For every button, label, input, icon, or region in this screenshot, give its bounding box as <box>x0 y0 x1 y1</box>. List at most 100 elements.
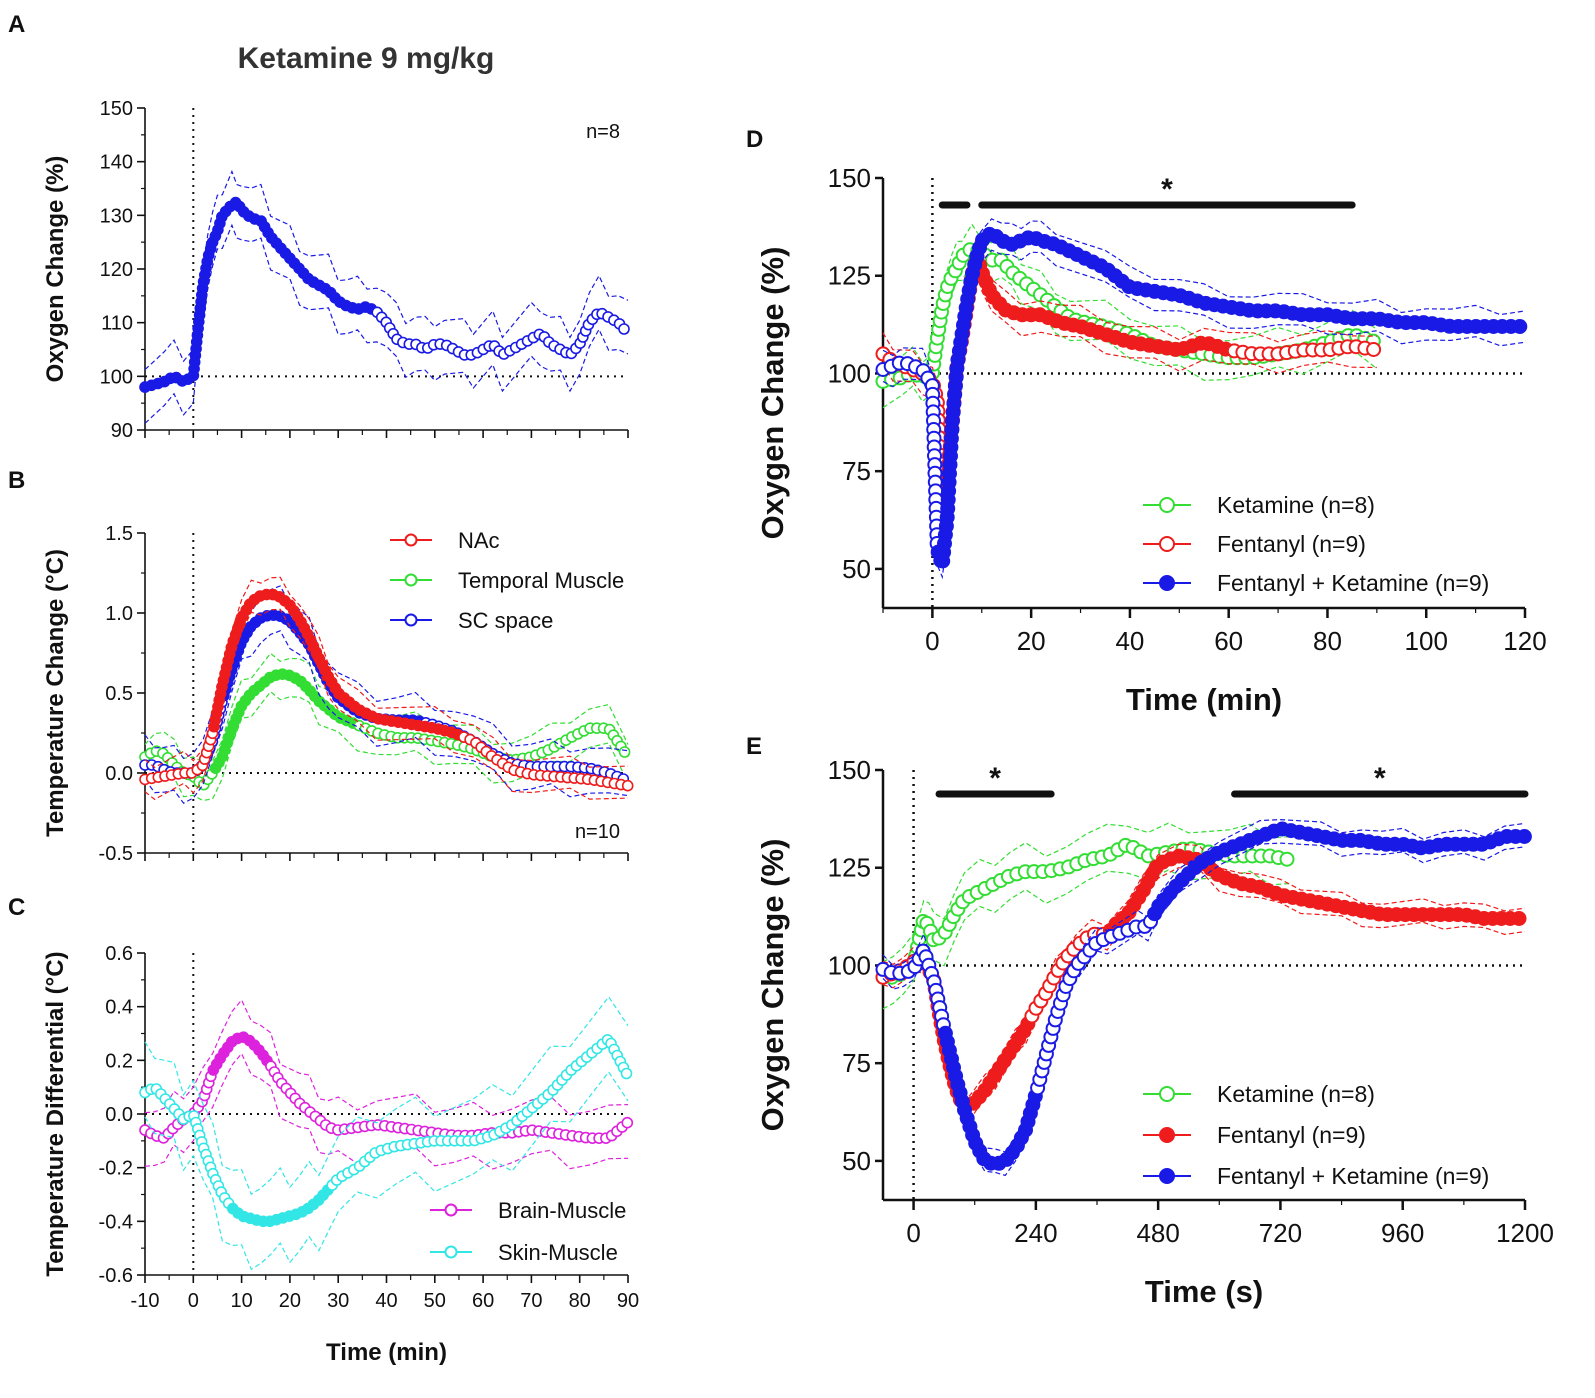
y-tick-label: 75 <box>842 1048 871 1078</box>
y-tick-label: -0.4 <box>99 1211 133 1233</box>
x-tick-label: 80 <box>569 1290 591 1312</box>
skin-muscle-markers <box>139 1034 633 1228</box>
x-tick-label: 0 <box>906 1218 920 1248</box>
panel-letter-e: E <box>746 733 762 760</box>
x-tick-label: 50 <box>424 1290 446 1312</box>
y-tick-label: 0.0 <box>105 763 133 785</box>
oxygen-markers <box>139 196 630 393</box>
legend-marker <box>1159 536 1175 552</box>
x-tick-label: -10 <box>131 1290 160 1312</box>
sample-size-label: n=10 <box>575 821 620 843</box>
legend-marker <box>1159 1127 1175 1143</box>
skin-muscle-sem-upper <box>144 995 629 1196</box>
legend-label: Brain-Muscle <box>498 1198 626 1223</box>
y-tick-label: 75 <box>842 456 871 486</box>
y-tick-label: 150 <box>100 98 133 120</box>
nac-sem-upper <box>144 576 629 769</box>
nac-markers <box>139 588 634 792</box>
significance-star: * <box>989 762 1001 795</box>
ketamine-n-8-point <box>1279 851 1295 867</box>
legend-label: Skin-Muscle <box>498 1240 618 1265</box>
legend-marker <box>444 1203 458 1217</box>
y-tick-label: 140 <box>100 152 133 174</box>
fentanyl-ketamine-n-9-markers <box>875 226 1528 569</box>
y-tick-label: 0.6 <box>105 943 133 965</box>
x-tick-label: 40 <box>1115 626 1144 656</box>
legend-marker <box>1159 1086 1175 1102</box>
significance-star: * <box>1161 173 1173 206</box>
ketamine-n-8-sem-lower <box>882 262 1378 409</box>
nac-sem-lower <box>144 608 629 801</box>
y-axis-title: Temperature Change (°C) <box>42 549 69 837</box>
y-tick-label: 150 <box>828 755 871 785</box>
y-tick-label: 1.5 <box>105 523 133 545</box>
x-tick-label: 240 <box>1014 1218 1057 1248</box>
panel-letter-c: C <box>8 894 25 921</box>
fentanyl-ketamine-n-9-point <box>1512 319 1528 334</box>
x-tick-label: 120 <box>1503 626 1546 656</box>
y-tick-label: 0.0 <box>105 1104 133 1126</box>
x-axis-title: Time (min) <box>326 1339 447 1366</box>
oxygen-sem-lower <box>144 223 629 424</box>
sc-space-sem-upper <box>144 585 629 760</box>
legend: Brain-Muscle Skin-Muscle <box>430 1198 626 1265</box>
legend: NAc Temporal Muscle SC space <box>390 528 624 633</box>
x-tick-label: 60 <box>1214 626 1243 656</box>
y-tick-label: 0.4 <box>105 997 133 1019</box>
fentanyl-ketamine-n-9-sem-lower <box>882 249 1526 580</box>
y-axis-title: Oxygen Change (%) <box>755 247 790 540</box>
nac-point <box>621 779 634 792</box>
panel-e: 50 75 100 125 150 0 240 480 720 960 1200 Oxygen Cha… <box>755 755 1554 1309</box>
fentanyl-n-9-point <box>1366 342 1382 357</box>
significance-star: * <box>1374 762 1386 795</box>
x-tick-label: 480 <box>1136 1218 1179 1248</box>
legend-marker <box>404 573 418 587</box>
legend-label: Ketamine (n=8) <box>1217 1081 1375 1107</box>
legend-label: Fentanyl (n=9) <box>1217 531 1366 557</box>
y-tick-label: -0.6 <box>99 1265 133 1287</box>
y-tick-label: 90 <box>111 420 133 442</box>
panel-c: -0.6 -0.4 -0.2 0.0 0.2 0.4 0.6 -10 0 10 20 30 40 50 60… <box>42 943 639 1366</box>
x-tick-label: 10 <box>230 1290 252 1312</box>
legend-label: Temporal Muscle <box>458 568 624 593</box>
oxygen-point <box>618 323 630 335</box>
panel-d: 50 75 100 125 150 0 20 40 60 80 100 120 Oxygen Chang… <box>755 163 1547 717</box>
y-tick-label: 120 <box>100 259 133 281</box>
panel-letter-a: A <box>8 11 25 38</box>
y-tick-label: 125 <box>828 853 871 883</box>
panel-letter-d: D <box>746 126 763 153</box>
fentanyl-ketamine-n-9-markers <box>875 821 1532 1171</box>
oxygen-sem-upper <box>144 169 629 371</box>
skin-muscle-sem-lower <box>144 1071 629 1271</box>
y-tick-label: -0.5 <box>99 843 133 865</box>
x-tick-label: 0 <box>188 1290 199 1312</box>
y-tick-label: 125 <box>828 261 871 291</box>
y-tick-label: 0.2 <box>105 1050 133 1072</box>
x-tick-label: 1200 <box>1496 1218 1554 1248</box>
legend: Ketamine (n=8) Fentanyl (n=9) Fentanyl + K… <box>1143 492 1489 596</box>
y-tick-label: 0.5 <box>105 683 133 705</box>
x-tick-label: 70 <box>520 1290 542 1312</box>
ketamine-n-8-sem-upper <box>882 223 1378 370</box>
y-tick-label: 150 <box>828 163 871 193</box>
legend-marker <box>404 533 418 547</box>
legend-marker <box>444 1245 458 1259</box>
legend-label: SC space <box>458 608 553 633</box>
x-tick-label: 60 <box>472 1290 494 1312</box>
legend-marker <box>404 613 418 627</box>
fentanyl-n-9-sem-lower <box>882 867 1526 1123</box>
brain-muscle-sem-lower <box>144 1052 629 1170</box>
y-tick-label: 110 <box>101 313 133 335</box>
x-axis-title: Time (s) <box>1145 1274 1263 1309</box>
x-tick-label: 20 <box>1017 626 1046 656</box>
legend-label: Fentanyl + Ketamine (n=9) <box>1217 570 1489 596</box>
brain-muscle-sem-upper <box>144 998 629 1116</box>
panel-b: -0.5 0.0 0.5 1.0 1.5 Temperature Change (°C) n… <box>42 523 634 865</box>
ketamine-n-8-sem-upper <box>882 822 1291 963</box>
y-tick-label: 100 <box>828 950 871 980</box>
ketamine-n-8-sem-lower <box>882 869 1291 1010</box>
y-tick-label: 50 <box>842 1146 871 1176</box>
x-tick-label: 0 <box>925 626 939 656</box>
figure-title: Ketamine 9 mg/kg <box>238 42 495 75</box>
